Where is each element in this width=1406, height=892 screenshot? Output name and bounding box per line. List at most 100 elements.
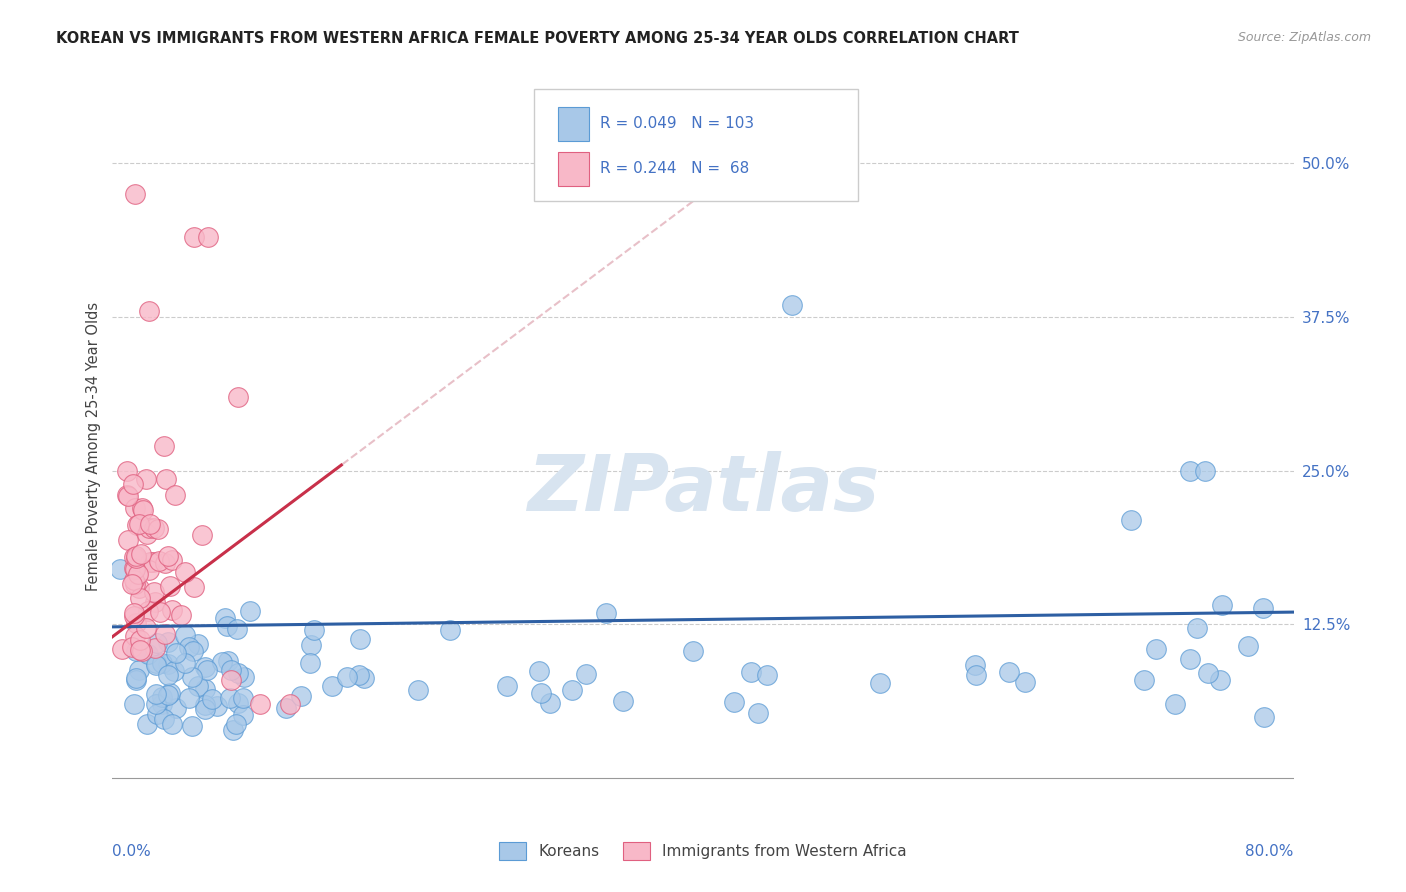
Point	[153, 556, 176, 570]
Point	[1144, 642, 1167, 657]
Point	[179, 640, 201, 654]
Point	[146, 707, 169, 722]
Point	[122, 560, 145, 574]
Point	[197, 230, 219, 244]
Point	[122, 573, 145, 587]
Point	[122, 606, 145, 620]
Point	[869, 676, 891, 690]
Point	[156, 667, 179, 681]
Point	[1014, 674, 1036, 689]
Point	[194, 698, 217, 712]
Point	[194, 681, 217, 696]
Point	[595, 607, 617, 621]
Point	[278, 698, 301, 712]
Point	[1164, 698, 1187, 712]
Point	[232, 707, 254, 722]
Point	[226, 390, 249, 404]
Point	[174, 627, 197, 641]
Point	[1187, 621, 1209, 635]
Point	[129, 632, 152, 647]
Point	[143, 585, 166, 599]
Point	[124, 500, 146, 515]
Point	[215, 618, 238, 632]
Point	[124, 629, 146, 643]
Text: KOREAN VS IMMIGRANTS FROM WESTERN AFRICA FEMALE POVERTY AMONG 25-34 YEAR OLDS CO: KOREAN VS IMMIGRANTS FROM WESTERN AFRICA…	[56, 31, 1019, 46]
Point	[183, 580, 205, 594]
Point	[124, 186, 146, 201]
Point	[138, 303, 160, 318]
Point	[136, 604, 159, 618]
Point	[181, 643, 204, 657]
Point	[152, 712, 174, 726]
Point	[239, 604, 262, 618]
Point	[963, 658, 986, 673]
Point	[138, 521, 160, 535]
Point	[997, 665, 1019, 679]
Point	[249, 698, 271, 712]
Point	[195, 663, 218, 677]
Point	[575, 667, 598, 681]
Point	[194, 702, 217, 716]
Point	[299, 656, 322, 670]
Point	[136, 717, 159, 731]
Legend: Koreans, Immigrants from Western Africa: Koreans, Immigrants from Western Africa	[494, 836, 912, 866]
Point	[226, 665, 249, 680]
Point	[228, 697, 250, 711]
Point	[1178, 651, 1201, 665]
Point	[179, 691, 201, 706]
Point	[125, 550, 148, 565]
Point	[145, 658, 167, 673]
Point	[217, 654, 239, 668]
Text: 80.0%: 80.0%	[1246, 845, 1294, 859]
Point	[149, 605, 172, 619]
Point	[163, 664, 186, 678]
Point	[1251, 600, 1274, 615]
Point	[117, 464, 138, 478]
Point	[153, 439, 176, 453]
Text: R = 0.049   N = 103: R = 0.049 N = 103	[600, 117, 755, 131]
Point	[138, 563, 160, 577]
Point	[561, 683, 583, 698]
Point	[128, 663, 150, 677]
Point	[117, 488, 138, 502]
Point	[612, 694, 634, 708]
Point	[1178, 464, 1201, 478]
Point	[347, 667, 370, 681]
Point	[274, 700, 297, 714]
Point	[723, 695, 745, 709]
Point	[131, 547, 153, 561]
Point	[756, 668, 779, 682]
Point	[139, 517, 162, 532]
Point	[353, 671, 375, 685]
Point	[124, 576, 146, 591]
Point	[205, 699, 228, 714]
Point	[165, 646, 187, 660]
Point	[740, 665, 762, 680]
Point	[135, 621, 157, 635]
Point	[129, 643, 152, 657]
Point	[225, 717, 247, 731]
Point	[146, 522, 169, 536]
Point	[131, 500, 153, 515]
Point	[136, 527, 159, 541]
Point	[747, 706, 769, 720]
Text: Source: ZipAtlas.com: Source: ZipAtlas.com	[1237, 31, 1371, 45]
Point	[1197, 665, 1219, 680]
Point	[124, 549, 146, 563]
Point	[1119, 513, 1142, 527]
Text: 0.0%: 0.0%	[112, 845, 152, 859]
Point	[160, 603, 183, 617]
Point	[232, 691, 254, 706]
Point	[117, 533, 139, 548]
Point	[139, 555, 162, 569]
Point	[145, 656, 167, 670]
Point	[127, 518, 149, 533]
Point	[290, 689, 312, 703]
Text: R = 0.244   N =  68: R = 0.244 N = 68	[600, 161, 749, 176]
Point	[187, 679, 209, 693]
Point	[165, 701, 187, 715]
Point	[219, 663, 242, 677]
Point	[222, 723, 245, 737]
Point	[128, 582, 150, 596]
Point	[155, 471, 177, 485]
